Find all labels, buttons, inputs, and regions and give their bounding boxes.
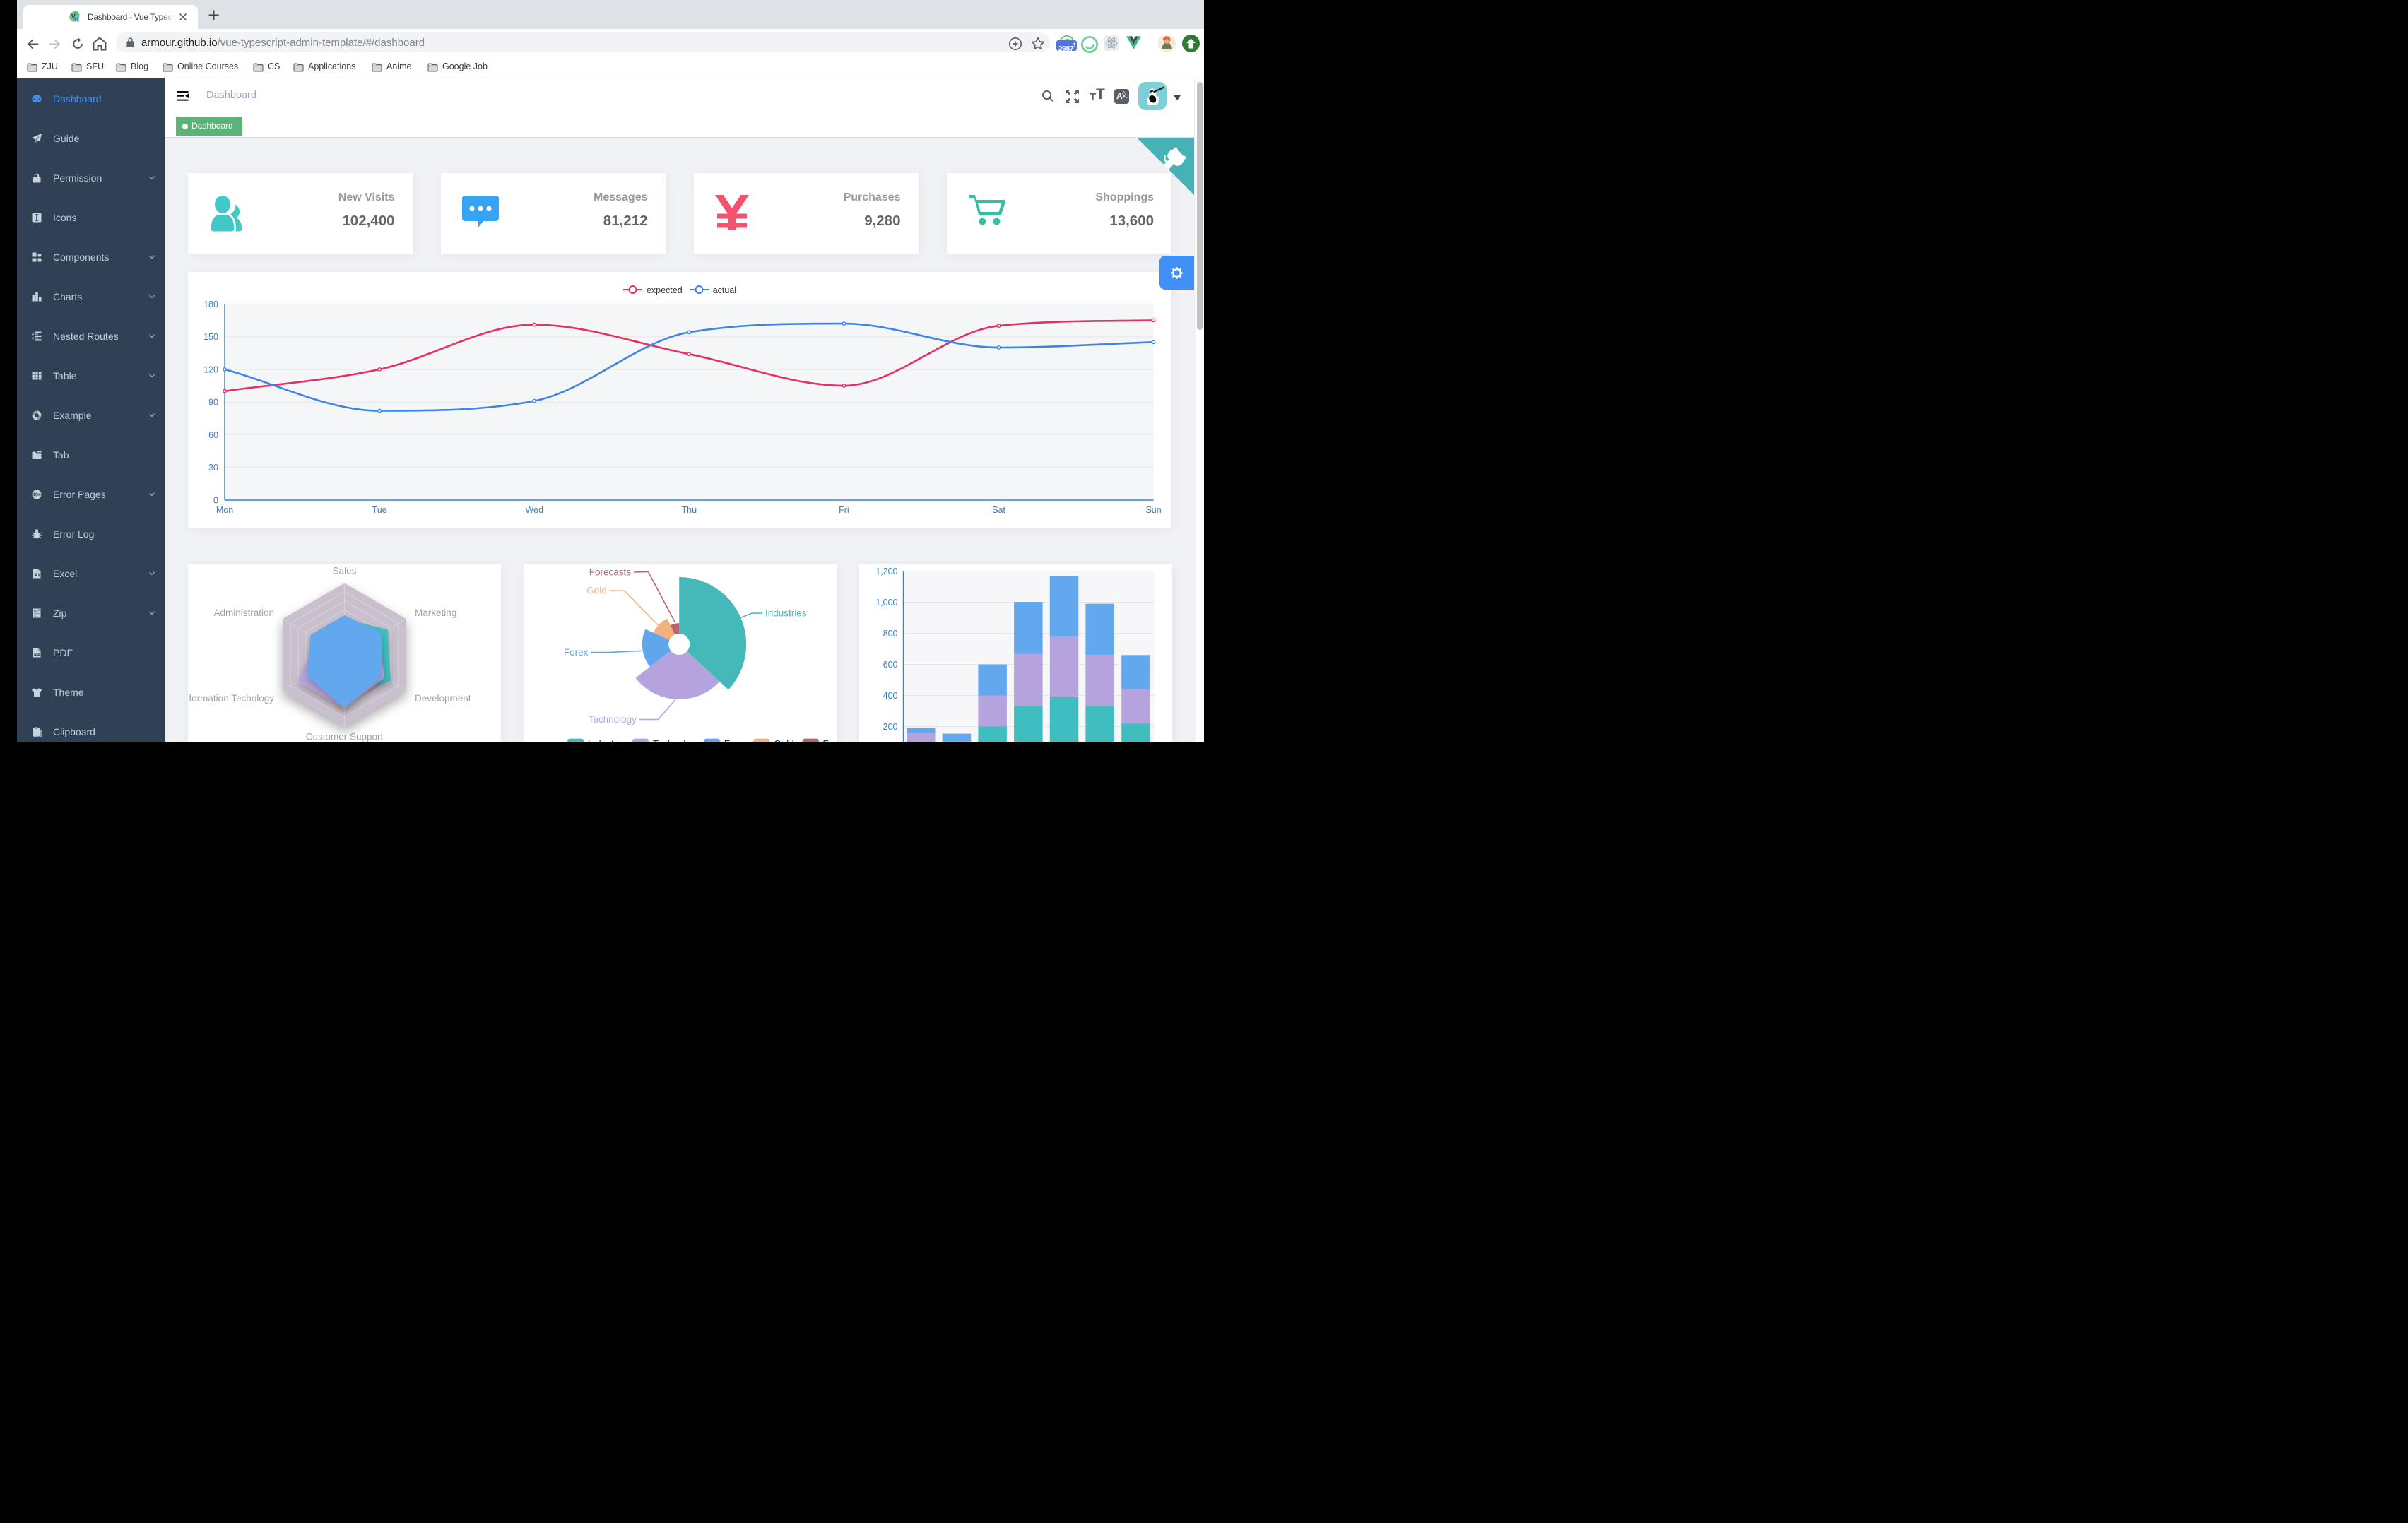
- svg-text:Tue: Tue: [372, 505, 387, 515]
- svg-text:Sat: Sat: [992, 505, 1005, 515]
- svg-text:ZIP: ZIP: [33, 610, 37, 612]
- svg-text:800: 800: [883, 629, 897, 639]
- svg-text:Customer Support: Customer Support: [305, 732, 383, 742]
- svg-text:Industries: Industries: [587, 739, 629, 742]
- svg-text:Gold: Gold: [774, 739, 794, 742]
- svg-text:400: 400: [883, 691, 897, 701]
- svg-text:Forex: Forex: [724, 739, 748, 742]
- svg-text:V: V: [71, 13, 76, 20]
- svg-text:90: 90: [208, 398, 218, 408]
- svg-text:TS: TS: [74, 18, 80, 23]
- svg-text:600: 600: [883, 660, 897, 670]
- svg-text:30: 30: [208, 463, 218, 473]
- svg-text:404: 404: [33, 493, 41, 498]
- svg-text:Development: Development: [415, 693, 471, 704]
- svg-text:150: 150: [203, 332, 218, 342]
- svg-text:1,000: 1,000: [875, 598, 897, 608]
- svg-text:60: 60: [208, 430, 218, 440]
- svg-text:1,200: 1,200: [875, 567, 897, 576]
- svg-text:Sales: Sales: [332, 566, 356, 576]
- svg-text:Sun: Sun: [1145, 505, 1161, 515]
- svg-text:Forecasts: Forecasts: [589, 567, 631, 578]
- svg-text:Forecasts: Forecasts: [822, 739, 837, 742]
- svg-text:Thu: Thu: [682, 505, 697, 515]
- svg-text:Wed: Wed: [525, 505, 543, 515]
- svg-text:Gold: Gold: [586, 586, 607, 596]
- svg-text:180: 180: [203, 300, 218, 309]
- svg-text:Mon: Mon: [216, 505, 233, 515]
- svg-text:0: 0: [213, 496, 218, 506]
- svg-text:200: 200: [883, 722, 897, 732]
- svg-text:Administration: Administration: [213, 608, 274, 618]
- svg-text:Technology: Technology: [588, 714, 637, 725]
- svg-text:Industries: Industries: [765, 608, 807, 619]
- svg-text:120: 120: [203, 365, 218, 374]
- svg-text:formation Techology: formation Techology: [189, 693, 274, 704]
- svg-text:PDF: PDF: [34, 653, 40, 656]
- svg-text:Fri: Fri: [839, 505, 849, 515]
- svg-text:Technology: Technology: [652, 739, 701, 742]
- svg-text:Marketing: Marketing: [415, 608, 456, 618]
- svg-text:Forex: Forex: [563, 647, 588, 658]
